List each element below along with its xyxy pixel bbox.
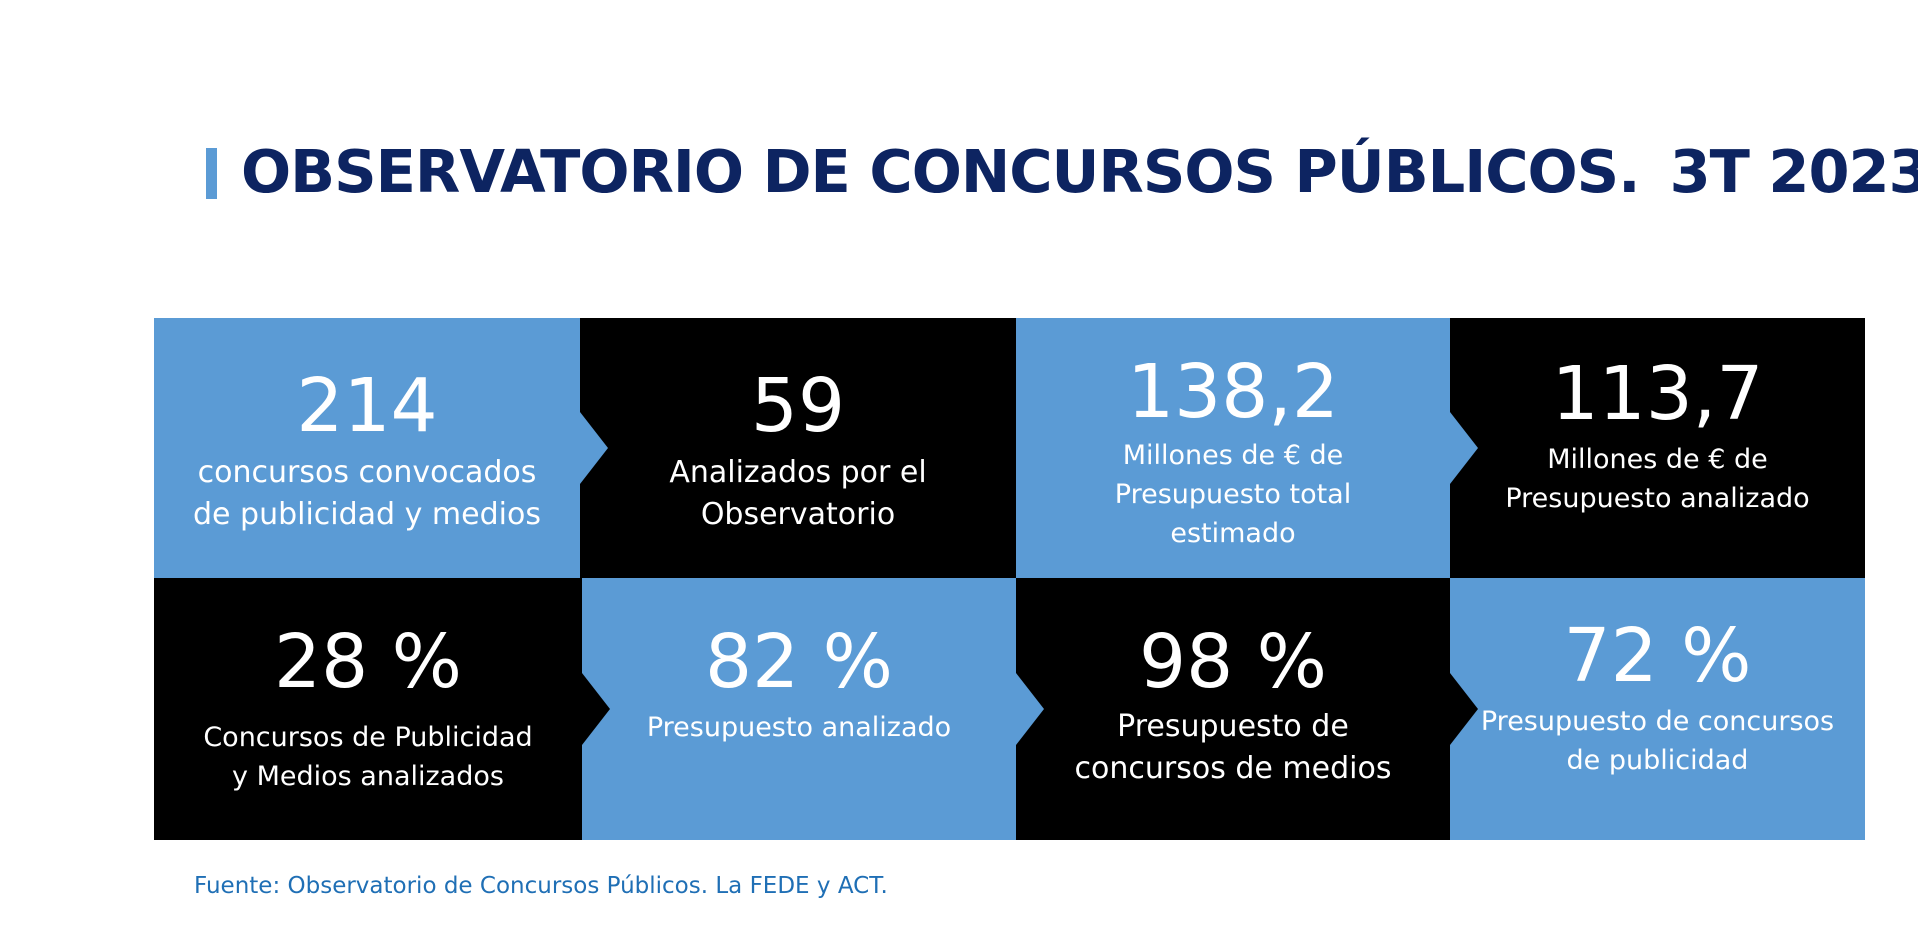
kpi-tile-presupuesto-total: 138,2 Millones de € de Presupuesto total e…	[1016, 318, 1478, 578]
kpi-label: Millones de € de Presupuesto analizado	[1505, 444, 1810, 514]
kpi-tile-presupuesto-analizado-millones: 113,7 Millones de € de Presupuesto analiz…	[1450, 318, 1865, 578]
kpi-tile-concursos-convocados: 214 concursos convocados de publicidad y …	[154, 318, 608, 578]
kpi-label: Concursos de Publicidad y Medios analizad…	[203, 722, 533, 792]
arrow-right-icon	[580, 412, 608, 484]
kpi-tile-concursos-analizados-pct: 28 % Concursos de Publicidad y Medios ana…	[154, 578, 610, 840]
kpi-value: 59	[750, 363, 846, 449]
arrow-right-icon	[582, 673, 610, 745]
kpi-label: Presupuesto analizado	[646, 712, 952, 743]
title-period: 3T 2023	[1669, 137, 1918, 206]
kpi-label: Presupuesto de concursos de medios	[1074, 709, 1392, 786]
kpi-label: Millones de € de Presupuesto total estimad…	[1114, 440, 1352, 549]
kpi-value: 138,2	[1127, 349, 1339, 435]
kpi-tile-presupuesto-medios-pct: 98 % Presupuesto de concursos de medios	[1016, 578, 1478, 840]
arrow-right-icon	[1450, 412, 1478, 484]
arrow-right-icon	[1016, 673, 1044, 745]
title-accent-bar	[206, 148, 217, 199]
kpi-tile-presupuesto-publicidad-pct: 72 % Presupuesto de concursos de publicid…	[1450, 578, 1865, 840]
kpi-grid: 214 concursos convocados de publicidad y …	[154, 318, 1865, 840]
kpi-tile-presupuesto-analizado-pct: 82 % Presupuesto analizado	[582, 578, 1044, 840]
kpi-value: 113,7	[1551, 351, 1764, 437]
kpi-value: 72 %	[1563, 613, 1752, 699]
arrow-right-icon	[1450, 673, 1478, 745]
kpi-label: concursos convocados de publicidad y medi…	[193, 455, 541, 532]
source-note: Fuente: Observatorio de Concursos Públic…	[194, 873, 888, 899]
kpi-label: Presupuesto de concursos de publicidad	[1480, 706, 1835, 776]
page-title: OBSERVATORIO DE CONCURSOS PÚBLICOS. 3T 20…	[241, 132, 1918, 212]
kpi-value: 82 %	[705, 619, 893, 705]
kpi-tile-analizados: 59 Analizados por el Observatorio	[580, 318, 1016, 578]
kpi-value: 214	[296, 363, 438, 449]
kpi-label: Analizados por el Observatorio	[669, 455, 927, 532]
title-main: OBSERVATORIO DE CONCURSOS PÚBLICOS.	[241, 137, 1641, 206]
kpi-value: 28 %	[274, 619, 462, 705]
kpi-value: 98 %	[1139, 619, 1327, 705]
